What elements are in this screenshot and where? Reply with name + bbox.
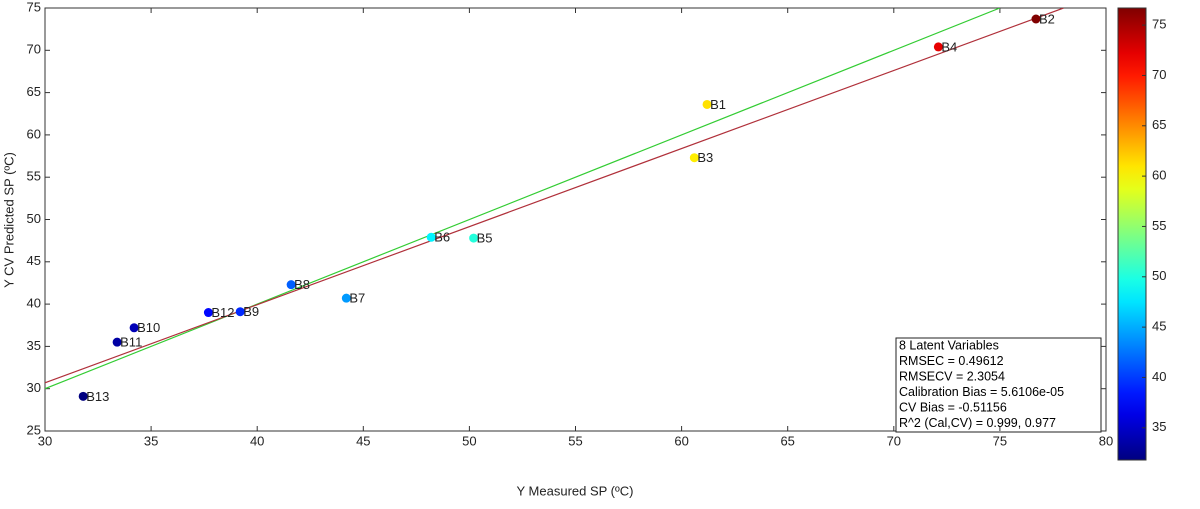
- point-label: B1: [710, 97, 726, 112]
- colorbar: [1117, 7, 1147, 461]
- point-label: B4: [941, 39, 957, 54]
- x-tick-label: 60: [674, 433, 688, 448]
- y-tick-label: 25: [27, 422, 41, 437]
- point: [112, 337, 122, 347]
- point-label: B13: [86, 389, 109, 404]
- point: [426, 232, 436, 242]
- colorbar-tick-label: 60: [1152, 168, 1166, 183]
- colorbar-tick-label: 40: [1152, 369, 1166, 384]
- point: [286, 280, 296, 290]
- colorbar-tick-label: 70: [1152, 67, 1166, 82]
- x-tick-label: 65: [780, 433, 794, 448]
- point: [235, 307, 245, 317]
- x-tick-label: 30: [38, 433, 52, 448]
- y-tick-label: 75: [27, 0, 41, 14]
- point: [341, 293, 351, 303]
- point-label: B11: [120, 335, 142, 350]
- point: [129, 323, 139, 333]
- point: [1031, 14, 1041, 24]
- point-label: B7: [349, 291, 365, 306]
- y-tick-label: 65: [27, 84, 41, 99]
- colorbar-tick-label: 65: [1152, 117, 1166, 132]
- annotation-line: RMSECV = 2.3054: [899, 369, 1005, 383]
- point-label: B9: [243, 304, 259, 319]
- x-tick-label: 50: [462, 433, 476, 448]
- point-label: B12: [211, 305, 234, 320]
- point: [203, 308, 213, 318]
- point-label: B10: [137, 320, 160, 335]
- x-tick-label: 80: [1099, 433, 1113, 448]
- fit-line: [45, 8, 1064, 384]
- annotation-box: [895, 337, 1102, 433]
- annotation-line: 8 Latent Variables: [899, 338, 999, 352]
- y-tick-label: 40: [27, 296, 41, 311]
- point-label: B2: [1039, 11, 1055, 26]
- colorbar-tick-label: 50: [1152, 268, 1166, 283]
- y-tick-label: 30: [27, 380, 41, 395]
- x-tick-label: 40: [250, 433, 264, 448]
- point-label: B8: [294, 277, 310, 292]
- x-tick-label: 45: [356, 433, 370, 448]
- annotation-line: Calibration Bias = 5.6106e-05: [899, 385, 1064, 399]
- annotation-line: R^2 (Cal,CV) = 0.999, 0.977: [899, 416, 1056, 430]
- y-tick-label: 35: [27, 338, 41, 353]
- annotation-line: CV Bias = -0.51156: [899, 400, 1007, 414]
- y-axis-label: Y CV Predicted SP (ºC): [1, 152, 16, 288]
- y-tick-label: 60: [27, 126, 41, 141]
- point: [78, 391, 88, 401]
- y-tick-label: 70: [27, 42, 41, 57]
- x-axis-label: Y Measured SP (ºC): [517, 483, 634, 498]
- colorbar-tick-label: 55: [1152, 218, 1166, 233]
- colorbar-tick-label: 35: [1152, 419, 1166, 434]
- y-tick-label: 45: [27, 253, 41, 268]
- point-label: B3: [697, 150, 713, 165]
- point-label: B6: [434, 230, 450, 245]
- y-tick-label: 55: [27, 169, 41, 184]
- y-tick-label: 50: [27, 211, 41, 226]
- colorbar-tick-label: 45: [1152, 319, 1166, 334]
- annotation-line: RMSEC = 0.49612: [899, 354, 1004, 368]
- x-tick-label: 35: [144, 433, 158, 448]
- colorbar-tick-label: 75: [1152, 17, 1166, 32]
- point: [702, 99, 712, 109]
- point: [933, 42, 943, 52]
- x-tick-label: 75: [993, 433, 1007, 448]
- point: [469, 233, 479, 243]
- fit-line: [45, 8, 1001, 390]
- x-tick-label: 70: [887, 433, 901, 448]
- x-tick-label: 55: [568, 433, 582, 448]
- point-label: B5: [477, 231, 493, 246]
- point: [689, 153, 699, 163]
